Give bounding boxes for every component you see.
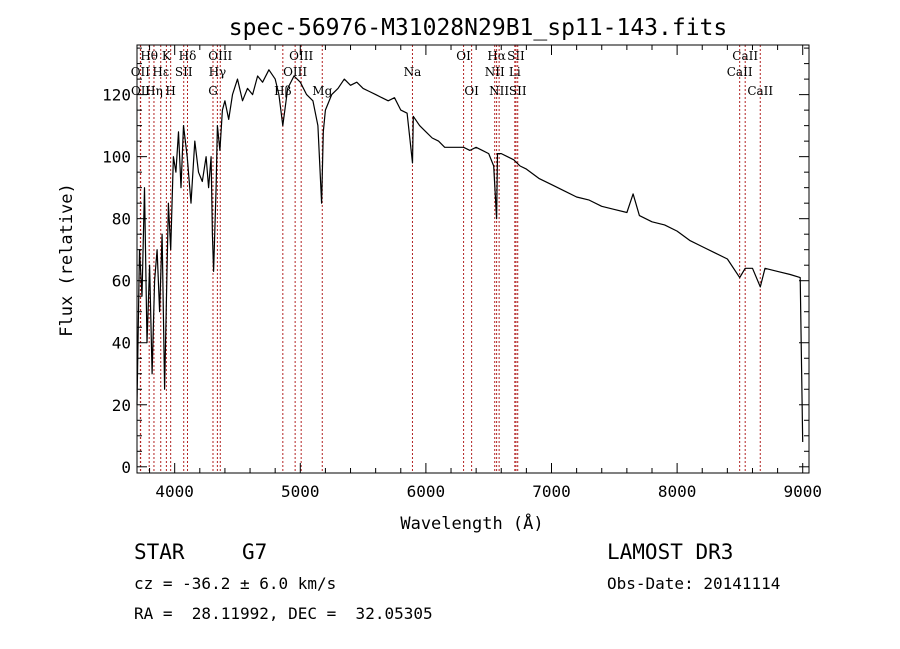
line-label-6: H bbox=[165, 84, 175, 98]
line-label-25: CaII bbox=[732, 49, 758, 63]
line-label-26: CaII bbox=[727, 65, 753, 79]
x-tick-label-1: 5000 bbox=[281, 482, 320, 501]
object-class: STAR bbox=[134, 540, 185, 564]
spectrum-line bbox=[136, 69, 804, 443]
y-axis-label: Flux (relative) bbox=[57, 183, 77, 337]
line-label-9: OIII bbox=[208, 49, 232, 63]
line-label-12: OIII bbox=[289, 49, 313, 63]
line-label-19: Hα bbox=[487, 49, 506, 63]
plot-frame bbox=[136, 44, 810, 474]
x-tick-label-3: 7000 bbox=[532, 482, 571, 501]
line-label-7: Hδ bbox=[179, 49, 197, 63]
y-tick-label-3: 60 bbox=[112, 272, 131, 291]
survey-name: LAMOST DR3 bbox=[607, 540, 734, 564]
line-label-21: NII bbox=[485, 65, 505, 79]
line-label-8: SII bbox=[175, 65, 193, 79]
redshift-info: cz = -36.2 ± 6.0 km/s bbox=[134, 574, 337, 593]
line-label-10: Hγ bbox=[209, 65, 227, 79]
line-label-15: Mg bbox=[312, 84, 332, 98]
line-label-4: Hε bbox=[152, 65, 169, 79]
line-label-0: Hθ bbox=[140, 49, 158, 63]
line-label-24: SII bbox=[509, 84, 527, 98]
y-tick-label-6: 120 bbox=[102, 86, 131, 105]
line-label-20: SII bbox=[507, 49, 525, 63]
line-label-11: G bbox=[208, 84, 218, 98]
x-tick-label-2: 6000 bbox=[407, 482, 446, 501]
y-tick-label-5: 100 bbox=[102, 148, 131, 167]
line-label-17: OI bbox=[456, 49, 471, 63]
line-label-1: OII bbox=[131, 65, 151, 79]
x-tick-label-5: 9000 bbox=[783, 482, 822, 501]
axes bbox=[136, 44, 810, 474]
line-label-3: K bbox=[162, 49, 172, 63]
tick-labels: 4000 5000 6000 7000 8000 9000 0 20 40 60 80 100 120 bbox=[102, 86, 822, 501]
y-tick-label-1: 20 bbox=[112, 396, 131, 415]
line-label-23: NII bbox=[489, 84, 509, 98]
y-tick-label-4: 80 bbox=[112, 210, 131, 229]
line-label-22: Li bbox=[509, 65, 521, 79]
line-label-16: Na bbox=[404, 65, 422, 79]
line-label-13: OIII bbox=[283, 65, 307, 79]
obs-date: Obs-Date: 20141114 bbox=[607, 574, 781, 593]
y-tick-label-2: 40 bbox=[112, 334, 131, 353]
object-subclass: G7 bbox=[242, 540, 268, 564]
x-axis-label: Wavelength (Å) bbox=[400, 512, 543, 534]
x-tick-label-0: 4000 bbox=[155, 482, 194, 501]
line-label-27: CaII bbox=[747, 84, 773, 98]
coordinates: RA = 28.11992, DEC = 32.05305 bbox=[134, 604, 433, 623]
line-label-5: Hη bbox=[145, 84, 163, 98]
line-label-18: OI bbox=[464, 84, 479, 98]
y-tick-label-0: 0 bbox=[121, 458, 131, 477]
chart-title: spec-56976-M31028N29B1_sp11-143.fits bbox=[229, 15, 728, 41]
x-tick-label-4: 8000 bbox=[658, 482, 697, 501]
